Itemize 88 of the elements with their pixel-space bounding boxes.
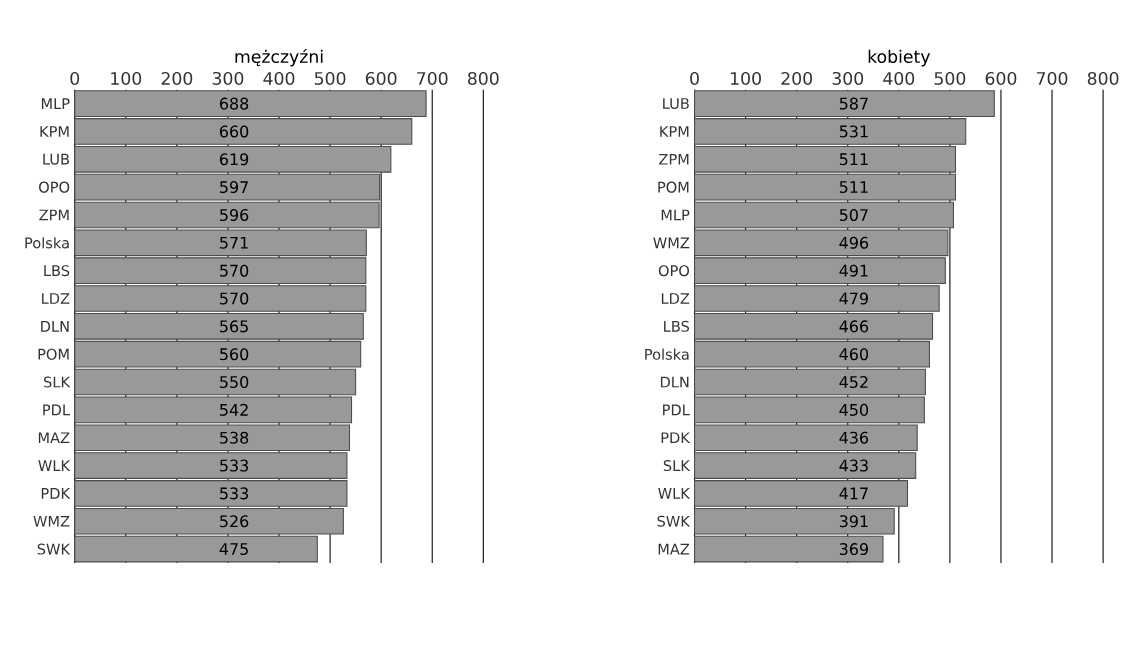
data-label: 466 xyxy=(839,320,869,333)
x-tick-label: 700 xyxy=(1036,72,1068,86)
y-tick-label: LDZ xyxy=(42,293,70,304)
x-tick-label: 300 xyxy=(212,72,244,86)
y-tick-label: MAZ xyxy=(658,543,690,555)
y-tick-label: ZPM xyxy=(39,209,69,221)
data-label: 391 xyxy=(839,515,868,528)
y-tick-label: WMZ xyxy=(33,516,70,527)
data-label: 560 xyxy=(220,348,249,361)
x-tick-label: 300 xyxy=(832,72,864,86)
data-label: 587 xyxy=(839,97,868,110)
x-tick-label: 700 xyxy=(417,72,448,86)
x-tick-label: 100 xyxy=(731,72,761,86)
data-label: 511 xyxy=(839,181,868,194)
data-label: 417 xyxy=(839,487,868,500)
y-tick-label: DLN xyxy=(41,321,69,332)
data-label: 660 xyxy=(219,125,249,138)
y-tick-label: SLK xyxy=(663,460,691,472)
data-label: 533 xyxy=(220,459,248,472)
data-label: 597 xyxy=(220,181,248,194)
y-tick-label: LUB xyxy=(43,154,70,165)
x-tick-label: 400 xyxy=(883,72,915,86)
y-tick-label: POM xyxy=(658,181,689,193)
data-label: 550 xyxy=(220,376,249,389)
x-tick-label: 0 xyxy=(690,72,699,86)
chart-title: mężczyźni xyxy=(235,49,323,67)
data-label: 688 xyxy=(219,97,249,110)
data-label: 565 xyxy=(220,320,248,333)
data-label: 542 xyxy=(220,403,248,417)
chart-title: kobiety xyxy=(868,49,930,67)
y-tick-label: PDL xyxy=(663,404,690,416)
data-label: 619 xyxy=(219,153,249,166)
y-tick-label: Polska xyxy=(645,348,689,360)
x-tick-label: 800 xyxy=(467,72,499,86)
data-label: 433 xyxy=(839,459,868,472)
data-label: 436 xyxy=(839,431,869,444)
y-tick-label: SWK xyxy=(37,543,71,555)
y-tick-label: MLP xyxy=(661,209,690,221)
y-tick-label: POM xyxy=(38,348,69,360)
y-tick-label: MAZ xyxy=(38,432,70,444)
y-tick-label: OPO xyxy=(658,265,690,277)
data-label: 571 xyxy=(220,237,248,249)
y-tick-label: DLN xyxy=(660,376,689,388)
y-tick-label: Polska xyxy=(25,237,69,249)
y-tick-label: KPM xyxy=(40,126,69,137)
data-label: 533 xyxy=(220,487,248,500)
x-tick-label: 600 xyxy=(365,72,397,86)
data-label: 526 xyxy=(220,515,249,528)
y-tick-label: MLP xyxy=(41,98,70,110)
y-tick-label: LDZ xyxy=(661,293,690,304)
x-tick-label: 500 xyxy=(934,72,966,86)
data-label: 570 xyxy=(220,292,249,305)
data-label: 475 xyxy=(219,543,248,556)
data-label: 570 xyxy=(220,264,249,277)
y-tick-label: WMZ xyxy=(653,237,690,249)
data-label: 460 xyxy=(839,348,869,361)
x-tick-label: 600 xyxy=(985,72,1017,86)
y-tick-label: KPM xyxy=(660,126,689,137)
y-tick-label: OPO xyxy=(39,181,70,193)
y-tick-label: SWK xyxy=(657,515,691,527)
data-label: 452 xyxy=(839,376,868,389)
y-tick-label: PDL xyxy=(43,404,70,416)
y-tick-label: WLK xyxy=(658,488,691,499)
y-tick-label: LBS xyxy=(44,265,70,277)
x-tick-label: 100 xyxy=(111,72,142,86)
data-label: 538 xyxy=(220,431,249,444)
y-tick-label: LBS xyxy=(664,320,690,333)
x-tick-label: 200 xyxy=(781,72,813,86)
data-label: 369 xyxy=(839,543,868,556)
data-label: 596 xyxy=(220,209,249,222)
data-label: 479 xyxy=(839,292,868,305)
x-tick-label: 500 xyxy=(314,72,346,86)
x-tick-label: 200 xyxy=(161,72,193,86)
x-tick-label: 800 xyxy=(1087,72,1119,86)
data-label: 507 xyxy=(839,209,868,222)
x-tick-label: 0 xyxy=(70,72,80,86)
x-tick-label: 400 xyxy=(263,72,295,86)
data-label: 496 xyxy=(839,236,869,249)
data-label: 511 xyxy=(839,153,868,166)
y-tick-label: LUB xyxy=(663,98,689,110)
data-label: 491 xyxy=(839,264,868,277)
y-tick-label: ZPM xyxy=(659,154,689,165)
data-label: 450 xyxy=(839,403,869,417)
y-tick-label: PDK xyxy=(661,432,691,444)
data-label: 531 xyxy=(839,125,868,138)
y-tick-label: WLK xyxy=(38,460,71,472)
y-tick-label: SLK xyxy=(44,376,71,388)
y-tick-label: PDK xyxy=(41,488,71,499)
